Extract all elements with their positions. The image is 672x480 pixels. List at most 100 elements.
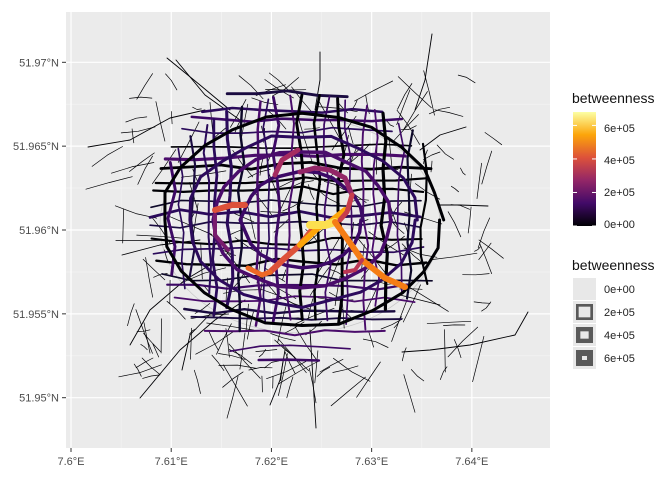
minor-street <box>143 322 151 354</box>
high-betweenness-street <box>212 202 248 213</box>
high-betweenness-street <box>272 147 301 178</box>
minor-street <box>484 132 503 146</box>
minor-street <box>118 364 162 378</box>
size-legend-swatch <box>576 350 593 366</box>
minor-street <box>91 146 123 167</box>
minor-street <box>192 106 202 110</box>
minor-street <box>447 211 462 238</box>
arterial-road <box>87 109 206 148</box>
x-tick-label: 7.64°E <box>455 456 488 468</box>
minor-street <box>390 201 403 220</box>
arterial-road <box>181 311 213 371</box>
minor-street <box>142 258 166 281</box>
minor-street <box>410 369 425 382</box>
minor-street <box>407 285 449 312</box>
minor-street <box>120 126 156 134</box>
minor-street <box>453 339 462 359</box>
street <box>177 147 186 290</box>
size-legend-label: 4e+05 <box>604 330 635 342</box>
minor-street <box>481 150 493 185</box>
minor-street <box>136 73 153 100</box>
high-betweenness-streets <box>212 147 408 290</box>
minor-street <box>140 344 148 351</box>
minor-street <box>478 239 504 259</box>
arterial-road <box>166 57 231 111</box>
x-axis: 7.6°E 7.61°E 7.62°E 7.63°E 7.64°E <box>57 448 488 468</box>
minor-street <box>268 72 288 90</box>
minor-street <box>135 309 153 354</box>
minor-street <box>392 114 419 142</box>
minor-street <box>472 335 485 383</box>
minor-street <box>255 349 278 352</box>
minor-street <box>125 116 148 123</box>
street <box>188 135 197 278</box>
minor-street <box>362 338 389 348</box>
y-axis: 51.97°N 51.965°N 51.96°N 51.955°N 51.95°N <box>13 57 66 405</box>
minor-street <box>332 365 359 373</box>
high-betweenness-street <box>343 258 364 274</box>
minor-street <box>218 353 246 360</box>
minor-street <box>142 374 161 379</box>
minor-street <box>135 357 154 369</box>
arterial-road <box>401 311 529 353</box>
minor-street <box>129 152 155 172</box>
x-tick-label: 7.61°E <box>155 456 188 468</box>
minor-street <box>208 330 219 351</box>
minor-street <box>192 203 199 238</box>
minor-street <box>165 73 178 91</box>
minor-street <box>319 358 344 373</box>
street <box>149 220 421 229</box>
minor-street <box>473 301 491 304</box>
street <box>257 358 321 362</box>
size-legend-label: 2e+05 <box>604 307 635 319</box>
minor-street <box>297 115 313 162</box>
arterial-road <box>175 59 241 121</box>
ring-road <box>238 169 365 270</box>
high-betweenness-street <box>213 213 230 252</box>
minor-street <box>426 320 472 325</box>
minor-street <box>137 155 153 185</box>
minor-street <box>357 237 386 273</box>
y-tick-label: 51.97°N <box>19 57 59 69</box>
street <box>229 344 351 353</box>
minor-street <box>111 162 155 174</box>
y-tick-label: 51.955°N <box>13 309 59 321</box>
minor-street <box>230 99 247 128</box>
minor-street <box>481 301 492 312</box>
arterial-road <box>129 264 211 346</box>
minor-street <box>460 167 466 176</box>
minor-street <box>439 366 448 380</box>
minor-street <box>141 357 161 375</box>
street <box>150 236 423 246</box>
street-network-medium <box>148 89 446 362</box>
size-legend-label: 6e+05 <box>604 353 635 365</box>
minor-street <box>479 242 493 275</box>
minor-street <box>286 376 294 399</box>
minor-street <box>447 326 479 358</box>
minor-street <box>278 360 320 385</box>
minor-street <box>457 74 476 84</box>
street <box>181 126 393 134</box>
street <box>190 315 403 321</box>
minor-street <box>314 350 319 384</box>
minor-street <box>270 333 296 341</box>
minor-street <box>308 367 317 404</box>
minor-street <box>333 357 371 382</box>
street <box>336 97 346 325</box>
minor-street <box>402 284 421 323</box>
minor-street <box>155 101 166 142</box>
minor-street <box>401 347 407 362</box>
minor-street <box>246 311 254 340</box>
street <box>254 100 262 327</box>
minor-street <box>222 371 244 388</box>
minor-street <box>434 109 464 117</box>
street <box>154 176 427 185</box>
street <box>155 257 428 268</box>
street <box>225 89 349 99</box>
minor-street <box>136 234 183 239</box>
minor-street <box>247 169 271 178</box>
street <box>225 109 235 310</box>
minor-street <box>397 76 432 109</box>
arterial-road <box>419 126 467 151</box>
